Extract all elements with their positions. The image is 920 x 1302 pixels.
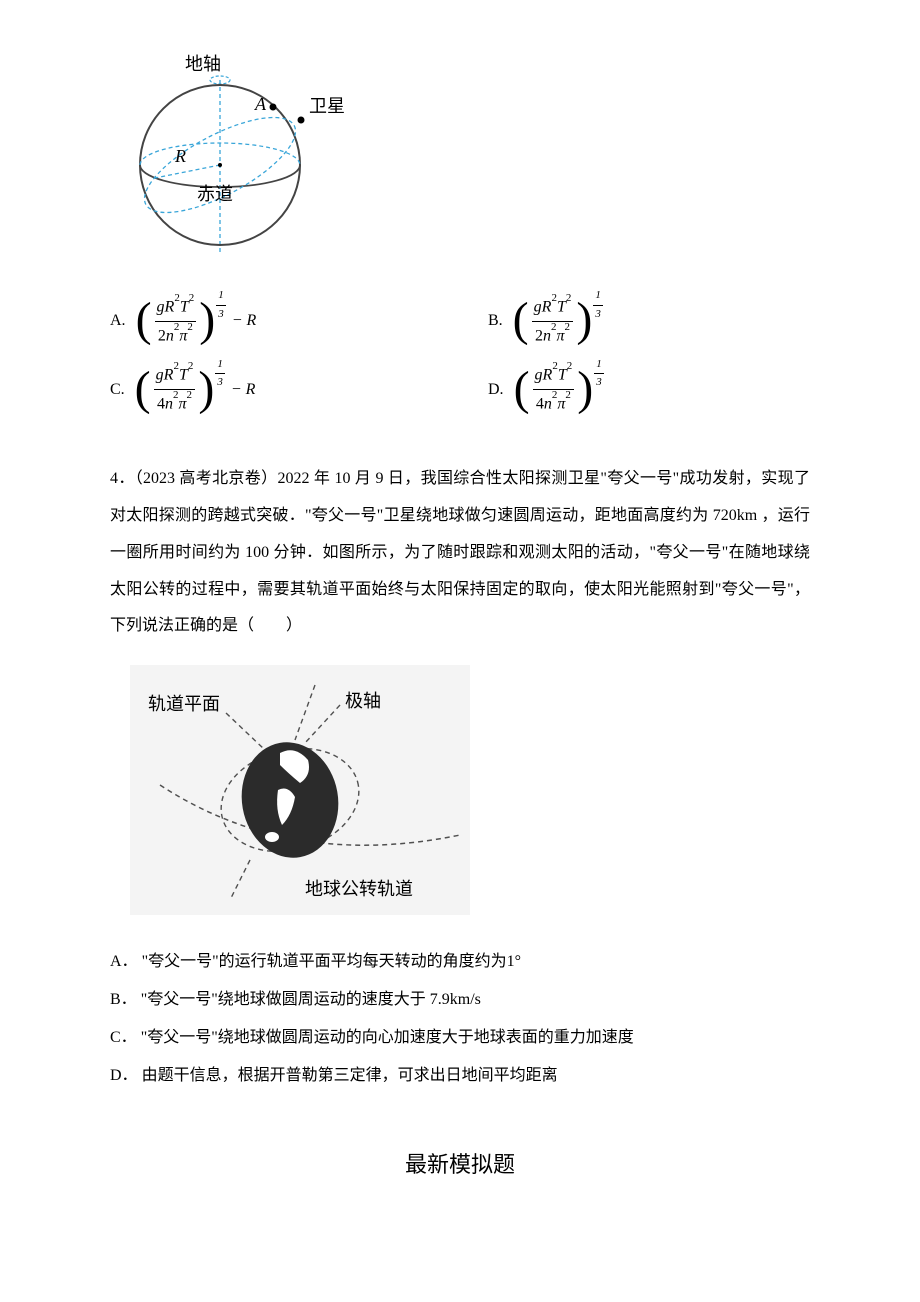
- label-axis: 地轴: [185, 54, 221, 74]
- label-equator: 赤道: [197, 184, 233, 204]
- kuafu-svg: 轨道平面 极轴 地球公转轨道: [130, 665, 470, 915]
- answer-A-text: "夸父一号"的运行轨道平面平均每天转动的角度约为1°: [142, 953, 521, 970]
- options-q3: A. ( gR2T2 2n2π2 ) 13 − R B. ( gR2T2 2n2…: [110, 294, 810, 432]
- section-title: 最新模拟题: [110, 1147, 810, 1182]
- label-satellite: 卫星: [309, 96, 345, 116]
- answer-D-text: 由题干信息，根据开普勒第三定律，可求出日地间平均距离: [142, 1067, 558, 1084]
- option-A-formula: ( gR2T2 2n2π2 ) 13 − R: [136, 294, 257, 349]
- answer-D: D．由题干信息，根据开普勒第三定律，可求出日地间平均距离: [110, 1060, 810, 1092]
- option-D-formula: ( gR2T2 4n2π2 ) 13: [514, 362, 604, 417]
- option-B-letter: B.: [488, 308, 503, 334]
- option-C: C. ( gR2T2 4n2π2 ) 13 − R: [110, 362, 488, 417]
- label-orbit-plane: 轨道平面: [148, 694, 220, 714]
- option-C-letter: C.: [110, 377, 125, 403]
- answer-C-letter: C．: [110, 1029, 137, 1046]
- option-A-letter: A.: [110, 308, 126, 334]
- earth-svg: 地轴 R A 卫星 赤道: [125, 50, 345, 260]
- answer-A-letter: A．: [110, 953, 138, 970]
- option-B-formula: ( gR2T2 2n2π2 ) 13: [513, 294, 603, 349]
- answer-B-text: "夸父一号"绕地球做圆周运动的速度大于 7.9km/s: [141, 991, 481, 1008]
- center-dot: [218, 163, 222, 167]
- satellite-dot: [298, 117, 305, 124]
- question-4: 4．（2023 高考北京卷）2022 年 10 月 9 日，我国综合性太阳探测卫…: [110, 461, 810, 645]
- answer-B: B．"夸父一号"绕地球做圆周运动的速度大于 7.9km/s: [110, 984, 810, 1016]
- answer-D-letter: D．: [110, 1067, 138, 1084]
- point-A-dot: [270, 104, 277, 111]
- answer-C-text: "夸父一号"绕地球做圆周运动的向心加速度大于地球表面的重力加速度: [141, 1029, 634, 1046]
- label-polar-axis: 极轴: [345, 691, 381, 711]
- landmass-3: [265, 832, 279, 842]
- option-A: A. ( gR2T2 2n2π2 ) 13 − R: [110, 294, 488, 349]
- answer-B-letter: B．: [110, 991, 137, 1008]
- option-B: B. ( gR2T2 2n2π2 ) 13: [488, 294, 810, 349]
- answers-q4: A．"夸父一号"的运行轨道平面平均每天转动的角度约为1° B．"夸父一号"绕地球…: [110, 946, 810, 1092]
- label-R: R: [174, 146, 186, 166]
- label-earth-orbit: 地球公转轨道: [305, 879, 413, 899]
- q4-source: （2023 高考北京卷）: [135, 470, 278, 487]
- figure-earth-satellite: 地轴 R A 卫星 赤道: [125, 50, 810, 269]
- q4-number: 4．: [110, 470, 135, 487]
- q4-body: 2022 年 10 月 9 日，我国综合性太阳探测卫星"夸父一号"成功发射，实现…: [110, 470, 810, 634]
- figure-kuafu: 轨道平面 极轴 地球公转轨道: [130, 665, 810, 924]
- answer-C: C．"夸父一号"绕地球做圆周运动的向心加速度大于地球表面的重力加速度: [110, 1022, 810, 1054]
- option-C-formula: ( gR2T2 4n2π2 ) 13 − R: [135, 362, 256, 417]
- option-D-letter: D.: [488, 377, 504, 403]
- answer-A: A．"夸父一号"的运行轨道平面平均每天转动的角度约为1°: [110, 946, 810, 978]
- q4-text: 4．（2023 高考北京卷）2022 年 10 月 9 日，我国综合性太阳探测卫…: [110, 461, 810, 645]
- option-D: D. ( gR2T2 4n2π2 ) 13: [488, 362, 810, 417]
- label-A: A: [254, 94, 267, 114]
